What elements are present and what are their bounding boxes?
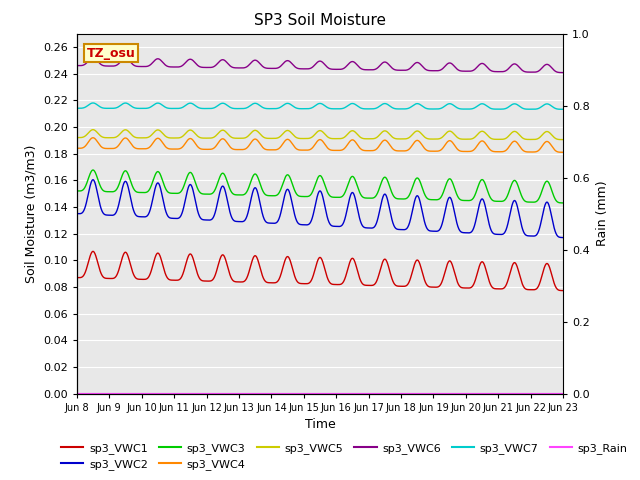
sp3_VWC6 [281,59,289,65]
Line: sp3_VWC6: sp3_VWC6 [77,58,563,72]
sp3_VWC5 [281,129,289,135]
sp3_VWC2 [550,224,557,229]
sp3_VWC7 [89,100,97,106]
sp3_VWC4 [559,149,567,155]
sp3_VWC1 [129,268,136,274]
sp3_VWC7 [497,106,505,112]
sp3_Rain [259,391,267,396]
sp3_VWC2 [89,177,97,182]
sp3_Rain [73,391,81,396]
sp3_VWC1 [260,276,268,281]
Line: sp3_VWC2: sp3_VWC2 [77,180,563,238]
sp3_VWC3 [260,189,268,195]
sp3_VWC1 [89,249,97,254]
sp3_VWC3 [157,174,165,180]
sp3_VWC6 [497,69,505,74]
sp3_VWC4 [497,149,505,155]
sp3_VWC3 [129,183,136,189]
sp3_VWC4 [73,145,81,151]
sp3_VWC1 [281,259,289,264]
sp3_Rain [550,391,557,396]
Line: sp3_VWC4: sp3_VWC4 [77,138,563,152]
sp3_VWC5 [89,127,97,132]
sp3_VWC1 [497,286,505,292]
sp3_VWC3 [89,167,97,173]
sp3_VWC1 [550,279,557,285]
sp3_VWC7 [281,101,289,107]
sp3_VWC6 [550,67,557,73]
sp3_VWC7 [260,105,268,111]
Line: sp3_VWC1: sp3_VWC1 [77,252,563,290]
sp3_VWC6 [89,55,97,60]
sp3_VWC6 [157,58,165,64]
sp3_VWC7 [157,102,165,108]
sp3_VWC6 [73,63,81,69]
sp3_VWC7 [559,107,567,112]
Text: TZ_osu: TZ_osu [86,47,135,60]
Line: sp3_VWC5: sp3_VWC5 [77,130,563,140]
sp3_VWC5 [497,136,505,142]
sp3_VWC5 [260,134,268,140]
sp3_VWC4 [260,145,268,151]
Legend: sp3_VWC1, sp3_VWC2, sp3_VWC3, sp3_VWC4, sp3_VWC5, sp3_VWC6, sp3_VWC7, sp3_Rain: sp3_VWC1, sp3_VWC2, sp3_VWC3, sp3_VWC4, … [57,438,632,474]
sp3_VWC3 [281,176,289,182]
Line: sp3_VWC3: sp3_VWC3 [77,170,563,203]
sp3_VWC2 [73,211,81,216]
sp3_VWC3 [497,199,505,204]
sp3_VWC3 [559,200,567,206]
sp3_VWC5 [73,135,81,141]
Line: sp3_VWC7: sp3_VWC7 [77,103,563,109]
sp3_Rain [280,391,288,396]
sp3_VWC7 [73,106,81,111]
sp3_VWC5 [129,132,136,138]
sp3_VWC5 [157,129,165,135]
sp3_VWC6 [559,70,567,75]
sp3_VWC1 [73,275,81,280]
sp3_VWC4 [89,135,97,141]
sp3_VWC6 [129,61,136,67]
sp3_VWC5 [559,137,567,143]
Y-axis label: Rain (mm): Rain (mm) [596,181,609,246]
sp3_Rain [497,391,505,396]
sp3_VWC2 [281,193,289,199]
X-axis label: Time: Time [305,418,335,431]
sp3_VWC2 [497,231,505,237]
sp3_VWC3 [550,193,557,199]
sp3_VWC2 [260,215,268,220]
sp3_VWC4 [550,146,557,152]
sp3_VWC1 [559,288,567,293]
sp3_VWC2 [129,204,136,209]
sp3_VWC2 [157,189,165,194]
sp3_VWC7 [129,104,136,110]
sp3_VWC4 [281,139,289,144]
sp3_Rain [157,391,165,396]
Title: SP3 Soil Moisture: SP3 Soil Moisture [254,13,386,28]
sp3_VWC2 [559,235,567,240]
sp3_Rain [129,391,136,396]
sp3_VWC4 [157,138,165,144]
Y-axis label: Soil Moisture (m3/m3): Soil Moisture (m3/m3) [24,144,37,283]
sp3_Rain [559,391,567,396]
sp3_VWC7 [550,105,557,110]
sp3_VWC1 [157,257,165,263]
sp3_VWC4 [129,143,136,148]
sp3_VWC6 [260,64,268,70]
sp3_VWC5 [550,134,557,140]
sp3_VWC3 [73,188,81,194]
